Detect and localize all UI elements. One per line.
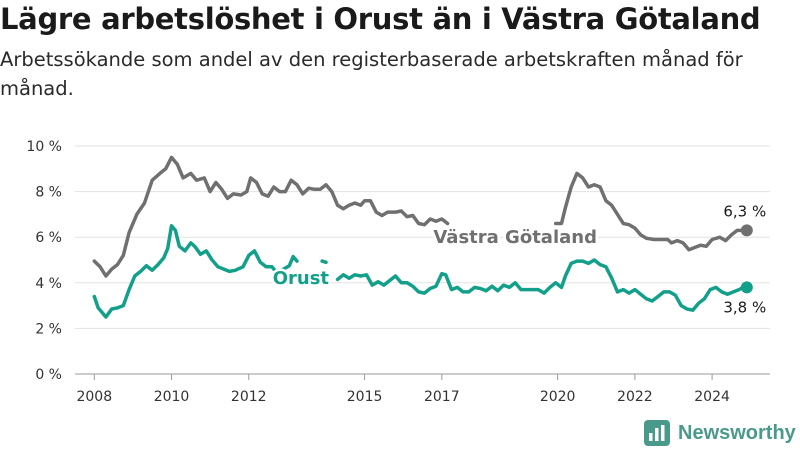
- end-point-orust: [740, 281, 753, 294]
- chart-subtitle: Arbetssökande som andel av den registerb…: [0, 48, 743, 100]
- x-tick-label: 2012: [231, 389, 267, 405]
- gridlines: [75, 145, 770, 375]
- y-tick-label: 10 %: [26, 139, 62, 155]
- x-tick-label: 2008: [76, 389, 112, 405]
- end-value-label: 6,3 %: [723, 202, 766, 220]
- axes: 0 % 2 % 4 % 6 % 8 % 10 % 2008 2010 2012 2015 2017 2…: [26, 139, 730, 405]
- series-line-orust: [320, 259, 328, 265]
- x-tick-label: 2010: [154, 389, 190, 405]
- y-tick-label: 0 %: [35, 367, 62, 383]
- y-tick-label: 2 %: [35, 321, 62, 337]
- x-tick-label: 2024: [694, 389, 730, 405]
- series-line-v-stra-g-taland: [553, 171, 749, 252]
- series-line-orust: [92, 224, 299, 319]
- x-tick-label: 2022: [617, 389, 653, 405]
- brand-name: Newsworthy: [678, 421, 796, 444]
- y-tick-label: 4 %: [35, 276, 62, 292]
- series-line-orust: [335, 258, 749, 312]
- end-point-v-stra-g-taland: [740, 224, 753, 237]
- y-tick-label: 6 %: [35, 230, 62, 246]
- series-labels: 6,3 % 3,8 % Västra Götaland Orust: [270, 202, 766, 316]
- series-label-orust: Orust: [273, 268, 330, 289]
- bar-chart-logo-icon: [644, 420, 670, 446]
- end-value-label: 3,8 %: [723, 298, 766, 316]
- x-tick-label: 2015: [347, 389, 383, 405]
- series-label-vastra-gotaland: Västra Götaland: [433, 227, 597, 248]
- series-line-v-stra-g-taland: [92, 155, 450, 278]
- chart-title: Lägre arbetslöshet i Orust än i Västra G…: [0, 2, 761, 36]
- newsworthy-logo[interactable]: Newsworthy: [644, 420, 796, 446]
- y-tick-label: 8 %: [35, 185, 62, 201]
- series-lines: [92, 155, 753, 319]
- x-tick-label: 2020: [540, 389, 576, 405]
- x-tick-label: 2017: [424, 389, 460, 405]
